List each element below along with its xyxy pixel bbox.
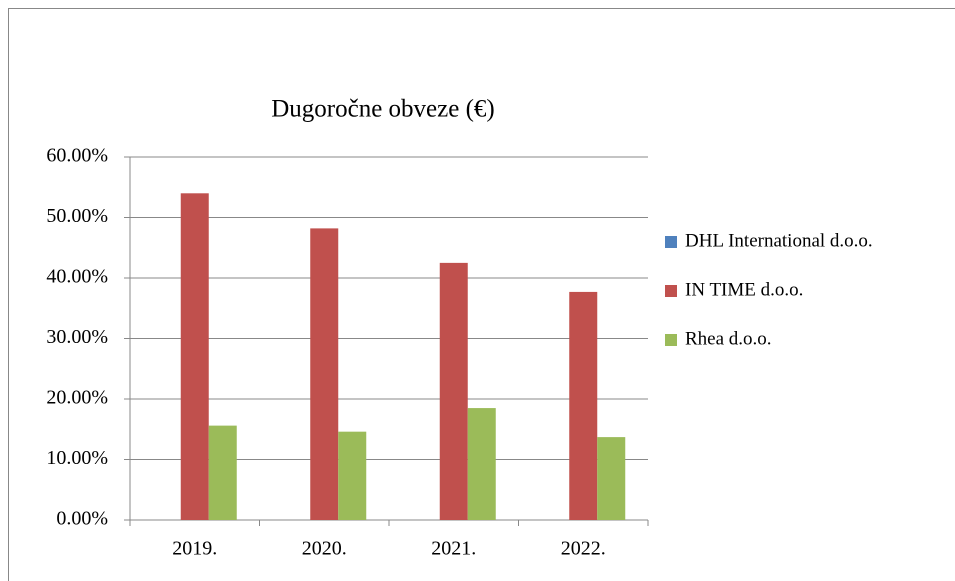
legend-label: DHL International d.o.o. bbox=[685, 230, 873, 251]
chart-title: Dugoročne obveze (€) bbox=[271, 96, 495, 123]
x-tick-label: 2021. bbox=[431, 538, 476, 560]
legend-label: Rhea d.o.o. bbox=[685, 328, 772, 349]
x-tick-label: 2022. bbox=[561, 538, 606, 560]
bar bbox=[180, 193, 209, 521]
y-tick-label: 20.00% bbox=[46, 387, 108, 409]
bar bbox=[439, 262, 468, 520]
x-tick-label: 2019. bbox=[172, 538, 217, 560]
bar bbox=[338, 431, 367, 520]
bar bbox=[467, 408, 496, 520]
y-tick-label: 60.00% bbox=[46, 145, 108, 167]
y-tick-label: 40.00% bbox=[46, 266, 108, 288]
legend-label: IN TIME d.o.o. bbox=[685, 279, 803, 300]
x-tick-label: 2020. bbox=[302, 538, 347, 560]
legend-marker bbox=[665, 285, 677, 297]
chart-border bbox=[8, 8, 955, 581]
bar bbox=[569, 291, 598, 520]
y-tick-label: 50.00% bbox=[46, 205, 108, 227]
y-tick-label: 30.00% bbox=[46, 326, 108, 348]
y-tick-label: 10.00% bbox=[46, 447, 108, 469]
legend-marker bbox=[665, 334, 677, 346]
legend-marker bbox=[665, 236, 677, 248]
bar bbox=[208, 425, 237, 520]
bar bbox=[310, 228, 339, 520]
bar bbox=[597, 437, 626, 520]
y-tick-label: 0.00% bbox=[56, 508, 108, 530]
